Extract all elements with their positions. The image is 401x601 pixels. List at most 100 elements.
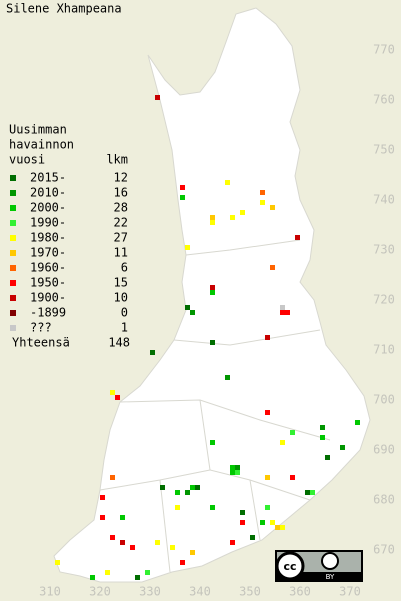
legend-count-header: lkm — [106, 153, 128, 167]
legend-swatch — [10, 175, 16, 181]
legend-swatch — [10, 235, 16, 241]
record-square — [230, 215, 235, 220]
x-tick-label: 350 — [239, 585, 261, 599]
record-square — [110, 390, 115, 395]
record-square — [135, 575, 140, 580]
record-square — [210, 505, 215, 510]
y-tick-label: 740 — [373, 193, 395, 207]
record-square — [240, 210, 245, 215]
record-square — [110, 475, 115, 480]
record-square — [210, 215, 215, 220]
record-square — [265, 335, 270, 340]
record-square — [180, 185, 185, 190]
legend-swatch — [10, 250, 16, 256]
legend-count: 15 — [114, 276, 128, 290]
record-square — [225, 180, 230, 185]
record-square — [225, 375, 230, 380]
record-square — [240, 510, 245, 515]
x-tick-label: 310 — [39, 585, 61, 599]
record-square — [195, 485, 200, 490]
y-tick-label: 750 — [373, 143, 395, 157]
record-square — [250, 535, 255, 540]
record-square — [235, 470, 240, 475]
legend-count: 27 — [114, 231, 128, 245]
legend-count: 22 — [114, 216, 128, 230]
by-icon — [321, 552, 339, 570]
region-border — [159, 479, 171, 573]
record-square — [295, 235, 300, 240]
record-square — [230, 540, 235, 545]
cc-logo — [275, 551, 305, 581]
record-square — [160, 485, 165, 490]
legend-count: 6 — [121, 261, 128, 275]
legend-header: Uusimman — [9, 123, 67, 137]
record-square — [90, 575, 95, 580]
record-square — [120, 515, 125, 520]
legend-label: -1899 — [30, 306, 66, 320]
record-square — [310, 490, 315, 495]
y-tick-label: 680 — [373, 493, 395, 507]
record-square — [265, 505, 270, 510]
record-square — [260, 520, 265, 525]
record-square — [150, 350, 155, 355]
record-square — [100, 515, 105, 520]
cc-logo-text: cc — [283, 560, 296, 573]
x-tick-label: 370 — [339, 585, 361, 599]
x-tick-label: 320 — [89, 585, 111, 599]
legend-total: 148 — [108, 336, 130, 350]
record-square — [155, 95, 160, 100]
x-tick-label: 340 — [189, 585, 211, 599]
record-square — [265, 410, 270, 415]
record-square — [175, 505, 180, 510]
y-tick-label: 760 — [373, 93, 395, 107]
x-tick-label: 330 — [139, 585, 161, 599]
legend-count: 28 — [114, 201, 128, 215]
y-tick-label: 690 — [373, 443, 395, 457]
legend-label: ??? — [30, 321, 52, 335]
record-square — [260, 200, 265, 205]
legend-label: 1990- — [30, 216, 66, 230]
record-square — [275, 525, 280, 530]
record-square — [280, 525, 285, 530]
legend-header: havainnon — [9, 138, 74, 152]
y-tick-label: 710 — [373, 343, 395, 357]
legend-label: 1900- — [30, 291, 66, 305]
record-square — [230, 465, 235, 470]
record-square — [190, 485, 195, 490]
legend-swatch — [10, 205, 16, 211]
legend-count: 0 — [121, 306, 128, 320]
record-square — [305, 490, 310, 495]
legend-count: 10 — [114, 291, 128, 305]
record-square — [170, 545, 175, 550]
record-square — [110, 535, 115, 540]
legend-count: 12 — [114, 171, 128, 185]
legend-swatch — [10, 310, 16, 316]
legend-swatch — [10, 325, 16, 331]
record-square — [280, 305, 285, 310]
record-square — [340, 445, 345, 450]
y-tick-label: 730 — [373, 243, 395, 257]
y-tick-label: 770 — [373, 43, 395, 57]
record-square — [325, 455, 330, 460]
y-tick-label: 670 — [373, 543, 395, 557]
record-square — [155, 540, 160, 545]
record-square — [290, 475, 295, 480]
record-square — [280, 440, 285, 445]
region-border — [185, 239, 301, 256]
record-square — [265, 475, 270, 480]
record-square — [355, 420, 360, 425]
legend-swatch — [10, 295, 16, 301]
record-square — [320, 435, 325, 440]
record-square — [105, 570, 110, 575]
record-square — [210, 220, 215, 225]
y-tick-label: 700 — [373, 393, 395, 407]
record-square — [55, 560, 60, 565]
record-square — [145, 570, 150, 575]
record-square — [290, 430, 295, 435]
y-tick-label: 720 — [373, 293, 395, 307]
record-square — [210, 440, 215, 445]
legend-swatch — [10, 280, 16, 286]
legend-swatch — [10, 220, 16, 226]
legend-count: 16 — [114, 186, 128, 200]
